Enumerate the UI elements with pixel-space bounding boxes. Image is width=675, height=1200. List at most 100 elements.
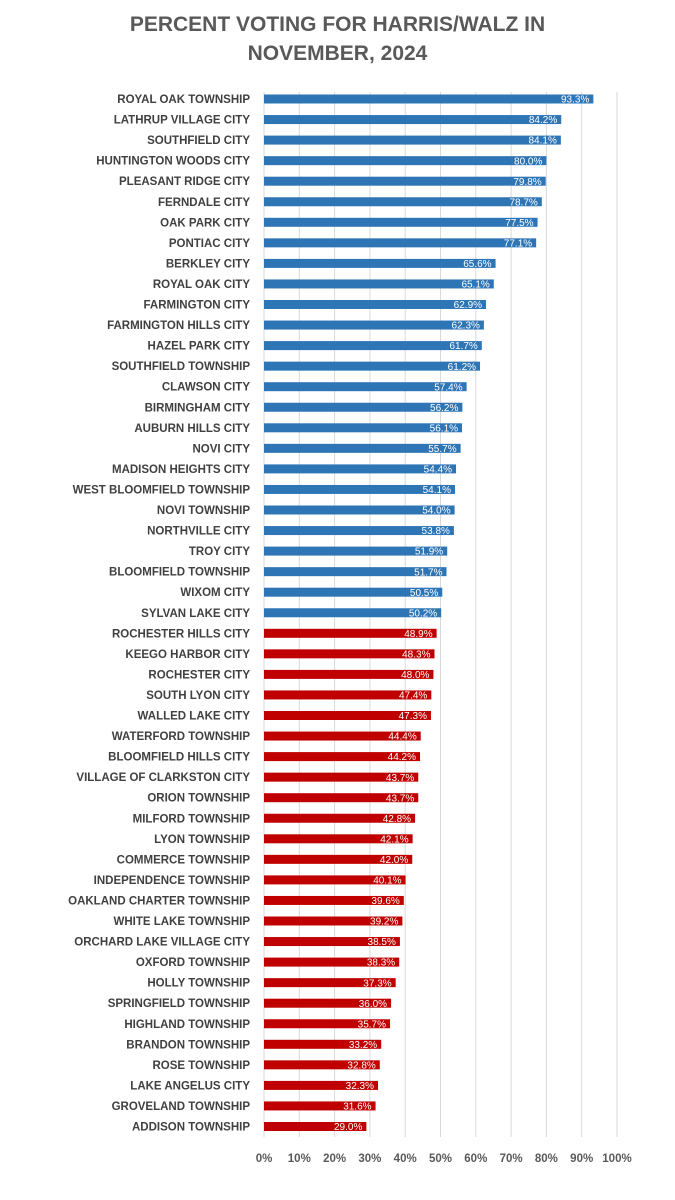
- data-label: 44.2%: [388, 752, 416, 763]
- data-label: 32.8%: [347, 1060, 375, 1071]
- data-label: 32.3%: [346, 1081, 374, 1092]
- data-label: 48.9%: [404, 629, 432, 640]
- data-label: 65.6%: [463, 259, 491, 270]
- bar: [264, 156, 547, 166]
- category-label: COMMERCE TOWNSHIP: [117, 854, 251, 866]
- data-label: 47.3%: [399, 711, 427, 722]
- bar: [264, 1101, 376, 1111]
- category-label: LATHRUP VILLAGE CITY: [114, 115, 251, 127]
- bar: [264, 772, 419, 782]
- data-label: 38.5%: [368, 937, 396, 948]
- data-label: 62.3%: [452, 321, 480, 332]
- x-tick-label: 80%: [535, 1153, 558, 1165]
- category-label: ROCHESTER CITY: [148, 669, 250, 681]
- x-tick-label: 20%: [323, 1153, 346, 1165]
- bar: [264, 649, 435, 659]
- category-label: OXFORD TOWNSHIP: [136, 957, 250, 969]
- x-tick-label: 60%: [464, 1153, 487, 1165]
- bar: [264, 895, 404, 905]
- bar: [264, 402, 463, 412]
- bar: [264, 464, 457, 474]
- category-label: NOVI CITY: [192, 443, 250, 455]
- data-label: 50.2%: [409, 608, 437, 619]
- category-label: KEEGO HARBOR CITY: [125, 649, 250, 661]
- data-label: 39.6%: [371, 896, 399, 907]
- data-label: 50.5%: [410, 588, 438, 599]
- category-label: ROYAL OAK CITY: [153, 279, 250, 291]
- bar: [264, 1060, 380, 1070]
- bar: [264, 1122, 367, 1131]
- bar: [264, 341, 482, 351]
- bar: [264, 217, 538, 227]
- bar: [264, 1080, 379, 1090]
- category-label: WALLED LAKE CITY: [138, 711, 251, 723]
- category-label: BLOOMFIELD TOWNSHIP: [109, 567, 250, 579]
- category-label: SOUTHFIELD TOWNSHIP: [112, 361, 251, 373]
- bar: [264, 505, 455, 515]
- bar: [264, 526, 454, 536]
- category-label: FERNDALE CITY: [158, 197, 250, 209]
- bar: [264, 978, 396, 988]
- category-label: NOVI TOWNSHIP: [157, 505, 250, 517]
- bar: [264, 567, 447, 577]
- data-label: 38.3%: [367, 958, 395, 969]
- category-label: PLEASANT RIDGE CITY: [119, 176, 250, 188]
- category-label: HAZEL PARK CITY: [148, 341, 251, 353]
- bar: [264, 423, 463, 433]
- category-label: ROSE TOWNSHIP: [152, 1060, 250, 1072]
- category-label: OAKLAND CHARTER TOWNSHIP: [68, 895, 250, 907]
- data-label: 40.1%: [373, 876, 401, 887]
- data-label: 48.0%: [401, 670, 429, 681]
- bar: [264, 669, 434, 679]
- bar: [264, 916, 403, 926]
- x-tick-label: 90%: [570, 1153, 593, 1165]
- data-label: 57.4%: [434, 382, 462, 393]
- data-label: 51.7%: [414, 567, 442, 578]
- data-labels: 93.3% 84.2% 84.1% 80.0% 79.8% 78.7% 77.5% 77.1%…: [334, 95, 589, 1133]
- data-label: 54.4%: [424, 465, 452, 476]
- x-tick-label: 70%: [500, 1153, 523, 1165]
- data-label: 56.2%: [430, 403, 458, 414]
- bar: [264, 1019, 391, 1029]
- category-label: WIXOM CITY: [180, 587, 250, 599]
- data-label: 93.3%: [561, 95, 589, 106]
- bar: [264, 628, 437, 638]
- data-label: 53.8%: [422, 526, 450, 537]
- bar: [264, 813, 416, 823]
- data-label: 42.0%: [380, 855, 408, 866]
- bar: [264, 300, 487, 309]
- bar: [264, 361, 481, 371]
- bar: [264, 443, 461, 453]
- category-label: WEST BLOOMFIELD TOWNSHIP: [73, 484, 251, 496]
- category-labels: ROYAL OAK TOWNSHIP LATHRUP VILLAGE CITY SO…: [68, 94, 250, 1134]
- x-axis-ticks: 0% 10% 20% 30% 40% 50% 60% 70% 80% 90% 100%: [256, 1153, 632, 1165]
- bar: [264, 690, 432, 700]
- category-label: LAKE ANGELUS CITY: [130, 1080, 250, 1092]
- data-label: 77.5%: [505, 218, 533, 229]
- data-label: 48.3%: [402, 649, 430, 660]
- bar: [264, 546, 448, 556]
- category-label: WHITE LAKE TOWNSHIP: [113, 916, 250, 928]
- category-label: OAK PARK CITY: [160, 217, 250, 229]
- bar: [264, 957, 400, 967]
- data-label: 43.7%: [386, 793, 414, 804]
- bar: [264, 608, 442, 618]
- category-label: SOUTHFIELD CITY: [147, 135, 250, 147]
- data-label: 61.2%: [448, 362, 476, 373]
- x-tick-label: 40%: [394, 1153, 417, 1165]
- category-label: ORCHARD LAKE VILLAGE CITY: [74, 937, 250, 949]
- bar: [264, 834, 413, 844]
- chart-title-line-2: NOVEMBER, 2024: [247, 42, 428, 65]
- category-label: ADDISON TOWNSHIP: [132, 1122, 250, 1134]
- category-label: BERKLEY CITY: [166, 258, 250, 270]
- data-label: 29.0%: [334, 1122, 362, 1133]
- bar: [264, 1039, 382, 1049]
- category-label: MILFORD TOWNSHIP: [133, 813, 251, 825]
- data-label: 44.4%: [388, 732, 416, 743]
- data-label: 79.8%: [513, 177, 541, 188]
- data-label: 51.9%: [415, 547, 443, 558]
- category-label: CLAWSON CITY: [162, 382, 250, 394]
- data-label: 35.7%: [358, 1019, 386, 1030]
- category-label: WATERFORD TOWNSHIP: [112, 731, 251, 743]
- category-label: HUNTINGTON WOODS CITY: [96, 156, 250, 168]
